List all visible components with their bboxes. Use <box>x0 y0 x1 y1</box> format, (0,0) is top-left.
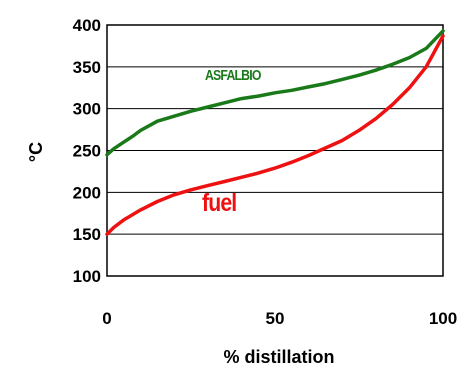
y-tick-label: 400 <box>73 16 101 35</box>
series-label-fuel: fuel <box>202 188 236 216</box>
series-label-asfalbio: ASFALBIO <box>205 67 262 83</box>
y-tick-label: 200 <box>73 183 101 202</box>
y-tick-label: 350 <box>73 58 101 77</box>
x-axis-title: % distillation <box>223 347 334 367</box>
x-tick-label: 100 <box>429 309 457 328</box>
y-tick-label: 150 <box>73 225 101 244</box>
y-axis-title: °C <box>26 142 46 162</box>
x-tick-label: 50 <box>266 309 285 328</box>
series-lines <box>105 29 445 236</box>
y-tick-label: 250 <box>73 142 101 161</box>
series-line-asfalbio <box>105 29 445 157</box>
series-labels: ASFALBIO fuel <box>202 67 263 217</box>
x-tick-label: 0 <box>102 309 111 328</box>
series-line-fuel <box>105 34 445 236</box>
tick-labels: 100 150 200 250 300 350 400 0 50 100 <box>73 16 458 328</box>
y-tick-label: 300 <box>73 100 101 119</box>
y-tick-label: 100 <box>73 267 101 286</box>
plot-area-frame <box>106 24 444 277</box>
